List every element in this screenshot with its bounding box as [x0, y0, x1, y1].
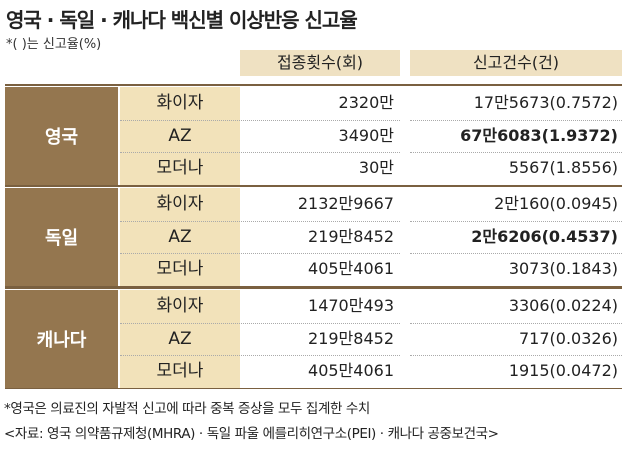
vaccine-cell: 모더나: [120, 152, 240, 185]
reports-cell: 17만5673(0.7572): [473, 93, 618, 112]
vaccine-cell: AZ: [120, 119, 240, 152]
title: 영국 · 독일 · 캐나다 백신별 이상반응 신고율: [6, 8, 358, 32]
reports-cell: 3073(0.1843): [508, 259, 618, 278]
row-separator: [120, 355, 400, 356]
doses-cell: 219만8452: [308, 328, 394, 348]
vaccine-cell: 화이자: [120, 188, 240, 221]
doses-cell: 2132만9667: [297, 194, 394, 213]
row-separator: [410, 253, 622, 254]
vaccine-cell: AZ: [120, 220, 240, 253]
doses-cell: 3490만: [338, 125, 394, 145]
row-separator: [410, 119, 622, 121]
row-separator: [410, 220, 622, 222]
doses-cell: 2320만: [338, 93, 394, 112]
vaccine-cell: 화이자: [120, 290, 240, 323]
vaccine-cell: AZ: [120, 322, 240, 355]
group-border: [5, 287, 622, 289]
group-border: [5, 387, 622, 389]
country-cell: 독일: [5, 188, 118, 286]
header-cell: 신고건수(건): [410, 50, 622, 76]
reports-cell: 2만160(0.0945): [494, 194, 618, 213]
doses-cell: 405만4061: [308, 361, 394, 380]
vaccine-cell: 화이자: [120, 87, 240, 120]
row-separator: [120, 152, 400, 153]
reports-cell: 717(0.0326): [518, 328, 618, 348]
row-separator: [120, 220, 400, 222]
reports-cell: 5567(1.8556): [508, 158, 618, 177]
doses-cell: 30만: [358, 158, 394, 177]
reports-cell: 2만6206(0.4537): [471, 226, 618, 246]
footnote: <자료: 영국 의약품규제청(MHRA) · 독일 파울 에를리히연구소(PEI…: [4, 426, 499, 442]
row-separator: [120, 322, 400, 324]
country-cell: 캐나다: [5, 290, 118, 388]
country-cell: 영국: [5, 87, 118, 185]
row-separator: [410, 355, 622, 356]
vaccine-cell: 모더나: [120, 355, 240, 388]
subtitle: *( )는 신고율(%): [6, 37, 102, 52]
group-border: [5, 84, 622, 86]
reports-cell: 1915(0.0472): [508, 361, 618, 380]
row-separator: [120, 119, 400, 121]
vaccine-cell: 모더나: [120, 253, 240, 286]
row-separator: [410, 322, 622, 324]
reports-cell: 67만6083(1.9372): [460, 125, 618, 145]
footnote: *영국은 의료진의 자발적 신고에 따라 중복 증상을 모두 집계한 수치: [4, 401, 370, 417]
doses-cell: 405만4061: [308, 259, 394, 278]
header-cell: 접종횟수(회): [240, 50, 400, 76]
doses-cell: 219만8452: [308, 226, 394, 246]
row-separator: [120, 253, 400, 254]
doses-cell: 1470만493: [308, 296, 394, 315]
group-border: [5, 285, 622, 287]
row-separator: [410, 152, 622, 153]
group-border: [5, 185, 622, 187]
reports-cell: 3306(0.0224): [508, 296, 618, 315]
